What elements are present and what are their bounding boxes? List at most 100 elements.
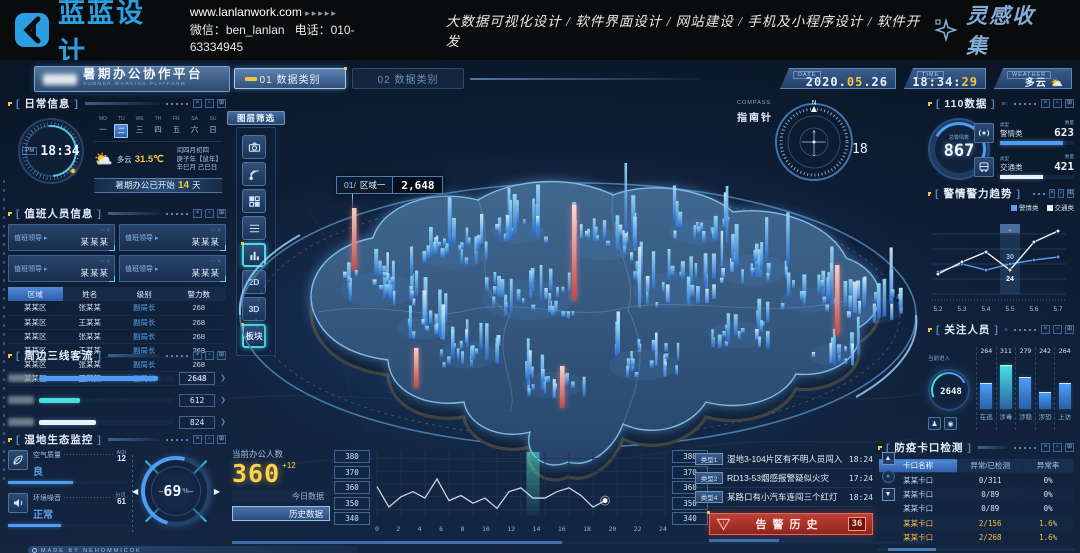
trend-line-chart: ⌄ 30 24 5.2 5.3 5.4 5.5 5.6 5.7 bbox=[932, 224, 1066, 313]
alert-row[interactable]: 类型2 RD13-53烟感报警疑似火灾 17:24 bbox=[695, 469, 873, 488]
weekday-SA[interactable]: SA 六 bbox=[190, 116, 199, 134]
history-data-button[interactable]: 历史数据 bbox=[232, 506, 330, 521]
weekday-MO[interactable]: MO 一 bbox=[98, 116, 108, 134]
lunar-calendar: 闰四月初四 庚子年【鼠年】 辛巳月 己巳日 bbox=[176, 147, 223, 171]
cloud-icon: ⛅ bbox=[1050, 78, 1064, 89]
services-list: 大数据可视化设计 / 软件界面设计 / 网站建设 / 手机及小程序设计 / 软件… bbox=[445, 14, 921, 49]
y-axis-right: 380 370 360 350 340 bbox=[672, 450, 708, 540]
checkpoint-row[interactable]: 某某卡口 2/156 1.6% bbox=[878, 516, 1074, 531]
expand-icon[interactable]: ⊞ bbox=[1066, 189, 1075, 198]
close-icon[interactable]: × bbox=[193, 99, 202, 108]
x-axis-ticks: 0 2 4 6 8 10 12 14 16 18 20 22 24 bbox=[375, 525, 667, 533]
close-icon[interactable]: × bbox=[1041, 325, 1050, 334]
weekday-TH[interactable]: TH 四 bbox=[154, 116, 162, 134]
expand-icon[interactable]: ⊞ bbox=[217, 99, 226, 108]
tab-data-category-2[interactable]: 02 数据类别 bbox=[352, 68, 464, 89]
window-icon[interactable]: ▫ bbox=[205, 99, 214, 108]
close-icon[interactable]: × bbox=[1049, 189, 1056, 198]
duty-leader-card[interactable]: 值班领导⋯ ×某某某 bbox=[119, 255, 226, 282]
focus-bar: 242 涉恐 bbox=[1034, 347, 1055, 430]
signal-icon[interactable] bbox=[242, 162, 266, 186]
list-icon[interactable] bbox=[242, 216, 266, 240]
table-row[interactable]: 某某区 张某某 副局长 268 bbox=[8, 301, 226, 316]
window-icon[interactable]: ▫ bbox=[205, 209, 214, 218]
focus-bar: 279 涉稳 bbox=[1015, 347, 1035, 430]
close-icon[interactable]: × bbox=[1041, 443, 1050, 452]
compass-label-cn: 指南针 bbox=[737, 113, 773, 124]
close-icon[interactable]: × bbox=[1041, 99, 1050, 108]
expand-icon[interactable]: ⊞ bbox=[217, 209, 226, 218]
checkpoint-row[interactable]: 某某卡口 0/89 0% bbox=[878, 487, 1074, 502]
gauge-right-arrow[interactable]: ▶ bbox=[213, 487, 220, 496]
scroll-down-icon[interactable]: ▼ bbox=[881, 488, 895, 501]
facility-icon[interactable] bbox=[242, 189, 266, 213]
checkpoint-row[interactable]: 某某卡口 0/89 0% bbox=[903, 504, 1053, 514]
close-icon[interactable]: × bbox=[193, 209, 202, 218]
monitor-icon[interactable]: ◉ bbox=[944, 417, 957, 430]
gauge-left-arrow[interactable]: ◀ bbox=[132, 487, 139, 496]
warning-triangle-icon: ! bbox=[716, 518, 731, 531]
phone-label: 电话：010-63334945 bbox=[189, 23, 355, 54]
sparkle-star-icon bbox=[934, 18, 959, 42]
window-icon[interactable]: ▫ bbox=[205, 351, 214, 360]
expand-icon[interactable]: ⊞ bbox=[217, 435, 226, 444]
today-data-button[interactable]: 今日数据 bbox=[232, 490, 330, 503]
window-icon[interactable]: ▫ bbox=[1058, 189, 1064, 198]
tabs-divider bbox=[470, 78, 700, 80]
scroll-up-icon[interactable]: ▲ bbox=[881, 452, 895, 465]
focus-bar: 264 上访 bbox=[1054, 347, 1074, 430]
expand-icon[interactable]: ⊞ bbox=[1065, 325, 1074, 334]
leaf-icon bbox=[8, 450, 28, 470]
flow-bar-list: 2648 ❯ 612 ❯ 824 ❯ bbox=[8, 367, 226, 433]
table-row[interactable]: 某某区 张某某 副局长 268 bbox=[8, 329, 226, 344]
weekday-WE[interactable]: WE 三 bbox=[135, 116, 144, 134]
weekday-FR[interactable]: FR 五 bbox=[172, 116, 181, 134]
flow-row: 612 ❯ bbox=[8, 389, 226, 411]
person-icon[interactable]: ♟ bbox=[928, 417, 941, 430]
alert-history-button[interactable]: ! 告警历史 36 bbox=[707, 511, 873, 535]
map-tooltip-value: 2,648 bbox=[393, 176, 444, 194]
panel-trend: 警情警力趋势 × ▫ ⊞ 警情类 交通类 ⌄ 30 24 5.2 5.3 5.4 5.5 5.… bbox=[928, 186, 1075, 320]
website-link[interactable]: www.lanlanwork.com bbox=[189, 5, 302, 19]
svg-text:24: 24 bbox=[1006, 276, 1014, 283]
inspiration-collect[interactable]: 灵感收集 bbox=[934, 0, 1058, 60]
bottom-scrollbar[interactable] bbox=[232, 541, 926, 544]
checkpoint-row[interactable]: 某某卡口 0/311 0% bbox=[903, 475, 1053, 485]
close-icon[interactable]: × bbox=[193, 435, 202, 444]
time-display: TIME 18:34:29 bbox=[904, 68, 986, 89]
camera-icon[interactable] bbox=[242, 135, 266, 159]
redacted-line-label bbox=[8, 418, 34, 426]
office-count-label: 当前办公人数 bbox=[232, 449, 284, 459]
y-tick: 360 bbox=[672, 481, 708, 494]
ampm-badge: PM bbox=[22, 147, 38, 155]
expand-icon[interactable]: ⊞ bbox=[1065, 443, 1074, 452]
eco-gauge: –69% – ◀ ▶ bbox=[128, 443, 224, 539]
window-icon[interactable]: ▫ bbox=[205, 435, 214, 444]
duty-leader-card[interactable]: 值班领导⋯ ×某某某 bbox=[119, 224, 226, 251]
alert-scrollbar[interactable] bbox=[709, 539, 873, 542]
collect-label: 灵感收集 bbox=[966, 4, 1036, 58]
tab-data-category-1[interactable]: 01 数据类别 bbox=[234, 67, 347, 89]
expand-icon[interactable]: ⊞ bbox=[1065, 99, 1074, 108]
weekday-TU[interactable]: TU 二 bbox=[114, 116, 129, 138]
checkpoint-scrollbar[interactable] bbox=[878, 548, 1074, 551]
weekday-strip: MO 一 TU 二 WE 三 TH 四 FR 五 SA 六 SU 日 bbox=[94, 116, 222, 142]
expand-icon[interactable]: ⊞ bbox=[217, 351, 226, 360]
panel-title: 湿地生态监控 bbox=[16, 432, 102, 447]
duty-leader-card[interactable]: 值班领导⋯ ×某某某 bbox=[8, 255, 115, 282]
redacted-line-label bbox=[8, 374, 34, 382]
panel-title: 防疫卡口检测 bbox=[886, 440, 972, 455]
city-3d-map[interactable] bbox=[218, 150, 918, 485]
checkpoint-row[interactable]: 某某卡口 2/268 1.6% bbox=[903, 533, 1058, 543]
weekday-SU[interactable]: SU 日 bbox=[209, 116, 217, 134]
alert-row[interactable]: 类型4 某路口有小汽车连闯三个红灯 18:24 bbox=[695, 488, 873, 507]
window-icon[interactable]: ▫ bbox=[1053, 443, 1062, 452]
close-icon[interactable]: × bbox=[193, 351, 202, 360]
window-icon[interactable]: ▫ bbox=[1053, 99, 1062, 108]
alert-history-count: 36 bbox=[848, 517, 866, 531]
duty-leader-card[interactable]: 值班领导⋯ ×某某某 bbox=[8, 224, 115, 251]
alert-row[interactable]: 类型1 湿地3-104片区有不明人员闯入 18:24 bbox=[695, 450, 873, 469]
window-icon[interactable]: ▫ bbox=[1053, 325, 1062, 334]
